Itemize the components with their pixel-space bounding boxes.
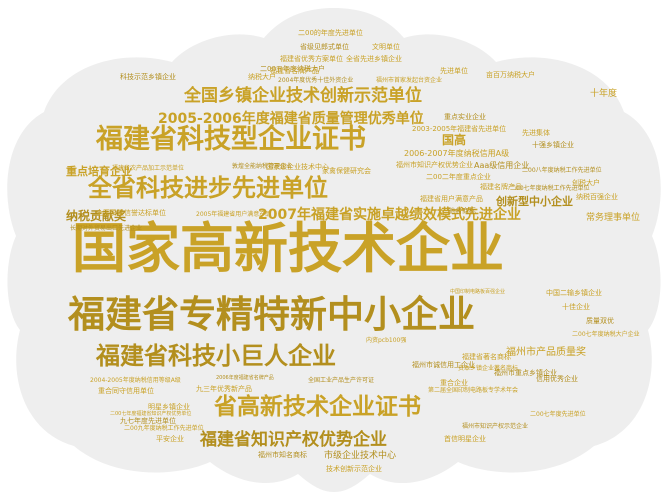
word-cloud-term: 文明单位 bbox=[372, 43, 400, 51]
word-cloud-term: 全国工业产品生产许可证 bbox=[308, 377, 375, 384]
word-cloud-term: 驰名商标 bbox=[448, 207, 476, 215]
word-cloud-term: 2005年福建省用户满意产品 bbox=[196, 211, 272, 218]
word-cloud-term: 2006年度福建省名牌产品 bbox=[216, 375, 274, 381]
word-cloud-term: 敦煌全能纳税管理企业 bbox=[232, 163, 293, 170]
word-cloud-term: 国家高新技术企业 bbox=[72, 217, 504, 280]
word-cloud-term: 重合企业 bbox=[440, 379, 468, 387]
word-cloud-term: 福建名牌产品 bbox=[480, 183, 522, 191]
word-cloud-term: Aaa级信用企业 bbox=[474, 161, 530, 170]
word-cloud-term: 十年度 bbox=[590, 89, 618, 99]
word-cloud-term: 国家级企业技术中心 bbox=[266, 163, 329, 171]
word-cloud-term: 明星乡镇企业 bbox=[148, 403, 190, 411]
word-cloud-term: 十佳企业 bbox=[562, 303, 590, 311]
word-cloud-term: 福建省用户满意产品 bbox=[420, 195, 483, 203]
word-cloud-term: 2003-2005年福建省先进单位 bbox=[412, 125, 507, 133]
word-cloud-term: 资本乡镇企业著名商标 bbox=[458, 365, 519, 372]
word-cloud-term: 重合同守信用单位 bbox=[98, 387, 154, 395]
word-cloud-term: 2004-2005年度纳税信用等级A级 bbox=[90, 377, 181, 384]
word-cloud-term: 家禽保健研究会 bbox=[322, 167, 371, 175]
word-cloud-term: 福建省知识产权优势企业 bbox=[200, 430, 387, 450]
word-cloud-term: 福建省农产品加工示范单位 bbox=[112, 165, 185, 172]
word-cloud-term: 内资pcb100强 bbox=[366, 337, 407, 344]
word-cloud-term: 市级企业技术中心 bbox=[324, 451, 397, 461]
word-cloud-term: 省高新技术企业证书 bbox=[214, 394, 421, 420]
word-cloud-term: 技术创新示范企业 bbox=[326, 465, 382, 473]
word-cloud-term: 二00八年度纳税工作先进单位 bbox=[522, 167, 602, 174]
word-cloud-term: 信用优秀企业 bbox=[536, 375, 578, 383]
word-cloud-term: 首信明星企业 bbox=[444, 435, 486, 443]
word-cloud-term: 二00的年度先进单位 bbox=[298, 29, 363, 37]
word-cloud-term: 质量双优 bbox=[586, 317, 614, 325]
word-cloud-term: 二00七年度纳税工作先进单位 bbox=[510, 185, 590, 192]
word-cloud-term: 纳税贡献奖 bbox=[66, 209, 127, 223]
word-cloud-term: 二00七年度福建省知识产权优势单位 bbox=[110, 411, 192, 417]
word-cloud-term: 福建省名牌产品 bbox=[270, 67, 319, 75]
word-cloud-term: 科技示范乡镇企业 bbox=[120, 73, 176, 81]
word-cloud-term: 福建省优秀方案单位 bbox=[280, 55, 343, 63]
word-cloud-term: 2007年福建省实施卓越绩效模式先进企业 bbox=[258, 207, 521, 223]
word-cloud-term: 福建省专精特新中小企业 bbox=[68, 293, 475, 336]
word-cloud-term: 二00七年度纳税大户企业 bbox=[572, 331, 640, 338]
word-cloud-term: 常务理事单位 bbox=[586, 213, 641, 223]
word-cloud-term: 先进单位 bbox=[440, 67, 468, 75]
word-cloud-term: 中国二输乡镇企业 bbox=[546, 289, 602, 297]
word-cloud-term: 二00七年度先进单位 bbox=[530, 411, 586, 418]
word-cloud-term: 福建省科技型企业证书 bbox=[96, 124, 366, 155]
word-cloud-term: 全国乡镇企业技术创新示范单位 bbox=[184, 86, 422, 106]
word-cloud-term: 第二届全国印制电路板专学术年会 bbox=[428, 387, 519, 394]
word-cloud-term: 福州市知识产权优势企业 bbox=[396, 161, 473, 169]
word-cloud-term: 2006-2007年度纳税信用A级 bbox=[404, 149, 510, 158]
word-cloud-term: 平安企业 bbox=[156, 435, 184, 443]
word-cloud-term: 创新型中小企业 bbox=[496, 195, 573, 208]
word-cloud-term: 2005-2006年度福建省质量管理优秀单位 bbox=[158, 111, 424, 127]
word-cloud-term: 全省先进乡镇企业 bbox=[346, 55, 402, 63]
word-cloud-term: 省级见郎式单位 bbox=[300, 43, 349, 51]
word-cloud-term: 重点培育企业 bbox=[66, 165, 132, 178]
word-cloud-term: 中国印制电路板百强企业 bbox=[450, 289, 506, 295]
word-cloud-term: 先进集体 bbox=[522, 129, 550, 137]
word-cloud-term: 亩百万纳税大户 bbox=[486, 71, 535, 79]
word-cloud-term: 福建省科技小巨人企业 bbox=[96, 342, 336, 370]
word-cloud-term: 福州市知名商标 bbox=[258, 451, 307, 459]
word-cloud-term: 十强乡镇企业 bbox=[532, 141, 574, 149]
word-cloud-term: 长期对外贸易出口先进企业 bbox=[70, 225, 143, 232]
word-cloud-term: 二00二年度重点企业 bbox=[426, 173, 491, 181]
word-cloud-term: 创税大户 bbox=[572, 179, 600, 187]
word-cloud-term: 二00九年度纳税工作先进单位 bbox=[124, 425, 204, 432]
word-cloud-term: 全省科技进步先进单位 bbox=[88, 174, 328, 202]
word-cloud-term: 福建省著名商标 bbox=[462, 353, 511, 361]
word-cloud-term: 福州市知识产权示范企业 bbox=[462, 423, 529, 430]
word-cloud-term: 福州市诚信用工企业 bbox=[412, 361, 475, 369]
word-cloud-term: 九七年度先进单位 bbox=[120, 417, 176, 425]
word-cloud-term: 全国质量信誉达标单位 bbox=[96, 209, 166, 217]
word-cloud-term: 国高 bbox=[442, 133, 467, 147]
word-cloud-term: 二00五年度纳税大户 bbox=[260, 65, 325, 73]
word-cloud-term: 纳税大户 bbox=[248, 73, 276, 81]
word-cloud-term: 2004年度优秀十佳外资企业 bbox=[278, 77, 354, 84]
word-cloud-term: 福州市首家发起台资企业 bbox=[376, 77, 443, 84]
word-cloud-term: 九三年优秀新产品 bbox=[196, 385, 252, 393]
word-cloud-term: 纳税百强企业 bbox=[576, 193, 618, 201]
word-cloud-term: 重点实业企业 bbox=[444, 113, 486, 121]
word-cloud-term: 福州市产品质量奖 bbox=[506, 347, 586, 358]
word-cloud-term: 福州市重点乡镇企业 bbox=[494, 369, 557, 377]
